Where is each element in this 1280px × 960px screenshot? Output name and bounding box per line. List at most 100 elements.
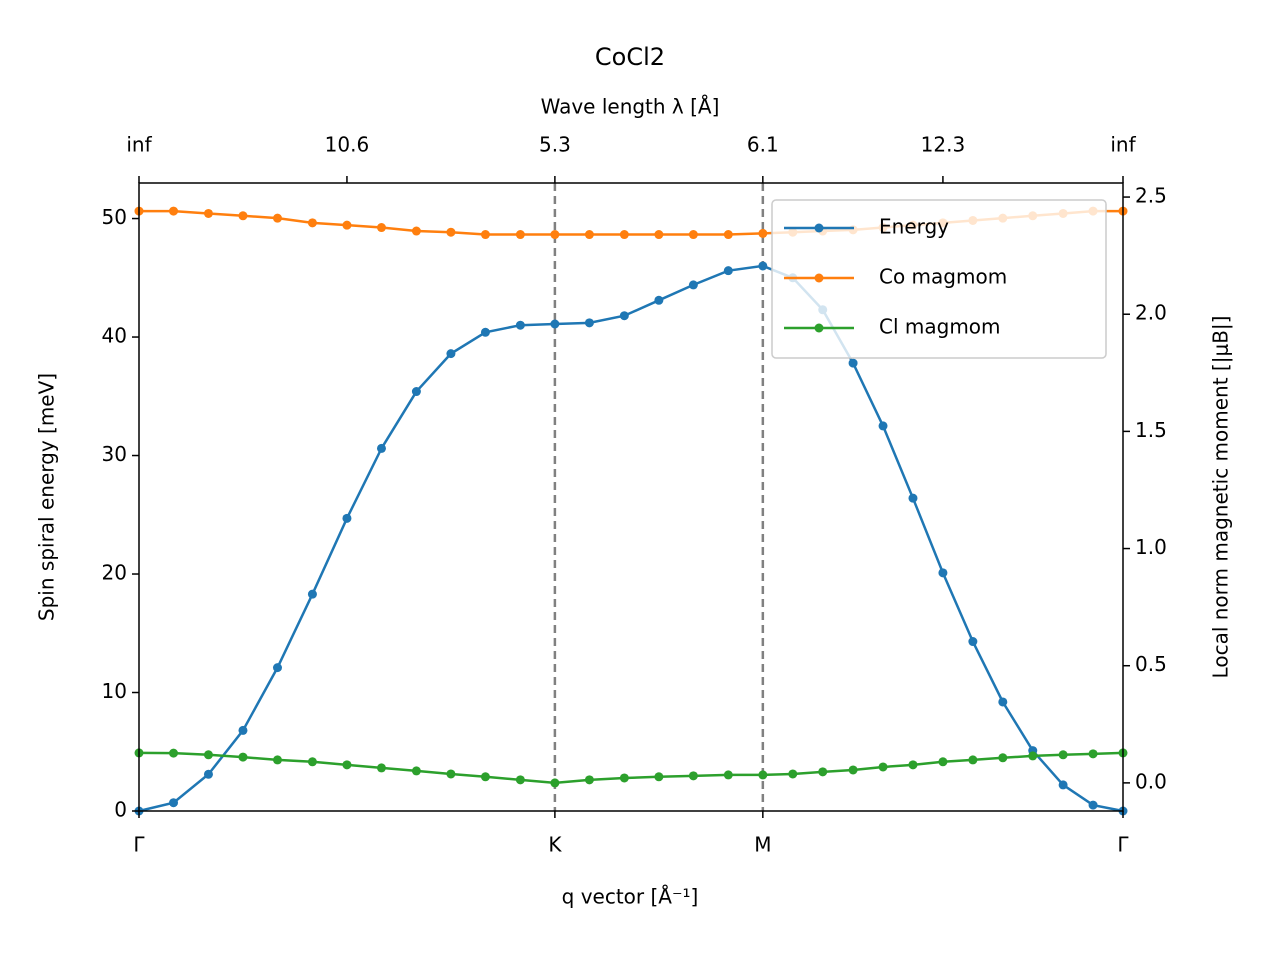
data-point bbox=[307, 218, 317, 228]
data-point bbox=[723, 770, 733, 780]
data-point bbox=[515, 230, 525, 240]
data-point bbox=[307, 589, 317, 599]
y2-tick-label: 0.5 bbox=[1135, 652, 1167, 676]
data-point bbox=[818, 767, 828, 777]
data-point bbox=[908, 760, 918, 770]
x-tick-label: M bbox=[754, 833, 771, 857]
chart-title: CoCl2 bbox=[595, 43, 665, 71]
data-point bbox=[848, 358, 858, 368]
data-point bbox=[550, 230, 560, 240]
y2-tick-label: 2.0 bbox=[1135, 301, 1167, 325]
data-point bbox=[654, 295, 664, 305]
data-point bbox=[238, 725, 248, 735]
legend-marker bbox=[814, 223, 824, 233]
data-point bbox=[584, 230, 594, 240]
x-tick-label: Γ bbox=[1117, 833, 1129, 857]
data-point bbox=[411, 766, 421, 776]
data-point bbox=[515, 775, 525, 785]
legend-marker bbox=[814, 273, 824, 283]
y-tick-label: 0 bbox=[114, 798, 127, 822]
data-point bbox=[446, 349, 456, 359]
legend-box bbox=[771, 199, 1107, 359]
y2-tick-label: 0.0 bbox=[1135, 769, 1167, 793]
x-tick-label: K bbox=[548, 833, 562, 857]
data-point bbox=[272, 663, 282, 673]
data-point bbox=[376, 763, 386, 773]
data-point bbox=[203, 208, 213, 218]
data-point bbox=[723, 230, 733, 240]
x-axis-label: q vector [Å⁻¹] bbox=[562, 885, 699, 909]
data-point bbox=[550, 319, 560, 329]
data-point bbox=[758, 228, 768, 238]
data-point bbox=[998, 753, 1008, 763]
data-point bbox=[446, 769, 456, 779]
data-point bbox=[688, 771, 698, 781]
data-point bbox=[688, 230, 698, 240]
y2-tick-label: 1.0 bbox=[1135, 535, 1167, 559]
y-tick-label: 40 bbox=[102, 324, 127, 348]
y-tick-label: 20 bbox=[102, 561, 127, 585]
plot-area bbox=[134, 206, 1128, 816]
data-point bbox=[169, 798, 179, 808]
axes-frame bbox=[138, 182, 1124, 812]
data-point bbox=[998, 697, 1008, 707]
y-axis-label: Spin spiral energy [meV] bbox=[35, 373, 59, 621]
data-point bbox=[307, 757, 317, 767]
x2-tick-label: 10.6 bbox=[325, 133, 370, 157]
data-point bbox=[515, 320, 525, 330]
data-point bbox=[723, 266, 733, 276]
x2-axis-label: Wave length λ [Å] bbox=[541, 95, 720, 119]
data-point bbox=[480, 327, 490, 337]
data-point bbox=[758, 261, 768, 271]
x-tick-label: Γ bbox=[133, 833, 145, 857]
data-point bbox=[411, 387, 421, 397]
data-point bbox=[968, 755, 978, 765]
legend-label: Energy bbox=[879, 215, 949, 239]
data-point bbox=[480, 772, 490, 782]
data-point bbox=[203, 750, 213, 760]
data-point bbox=[272, 755, 282, 765]
x2-tick-label: inf bbox=[126, 133, 152, 157]
data-point bbox=[446, 227, 456, 237]
legend-label: Cl magmom bbox=[879, 315, 1001, 339]
data-point bbox=[342, 760, 352, 770]
data-point bbox=[376, 223, 386, 233]
data-point bbox=[1088, 800, 1098, 810]
data-point bbox=[376, 443, 386, 453]
data-point bbox=[1028, 751, 1038, 761]
data-point bbox=[938, 757, 948, 767]
data-point bbox=[480, 230, 490, 240]
data-point bbox=[584, 318, 594, 328]
data-point bbox=[238, 752, 248, 762]
data-point bbox=[788, 769, 798, 779]
data-point bbox=[411, 226, 421, 236]
data-point bbox=[848, 765, 858, 775]
data-point bbox=[1058, 750, 1068, 760]
y2-tick-label: 2.5 bbox=[1135, 184, 1167, 208]
data-point bbox=[342, 220, 352, 230]
data-point bbox=[619, 311, 629, 321]
x2-tick-label: inf bbox=[1110, 133, 1136, 157]
data-point bbox=[654, 772, 664, 782]
x2-tick-label: 12.3 bbox=[921, 133, 966, 157]
x2-tick-label: 6.1 bbox=[747, 133, 779, 157]
data-point bbox=[619, 230, 629, 240]
y-tick-label: 30 bbox=[102, 442, 127, 466]
legend: Energy Co magmom Cl magmom bbox=[771, 199, 1107, 359]
data-point bbox=[968, 637, 978, 647]
legend-label: Co magmom bbox=[879, 265, 1007, 289]
y2-tick-label: 1.5 bbox=[1135, 418, 1167, 442]
x2-tick-label: 5.3 bbox=[539, 133, 571, 157]
data-point bbox=[169, 206, 179, 216]
data-point bbox=[272, 213, 282, 223]
data-point bbox=[1088, 749, 1098, 759]
y2-axis-label: Local norm magnetic moment [|μB|] bbox=[1209, 316, 1233, 679]
data-point bbox=[238, 211, 248, 221]
data-point bbox=[938, 568, 948, 578]
y-tick-label: 50 bbox=[102, 205, 127, 229]
data-point bbox=[203, 769, 213, 779]
data-point bbox=[550, 778, 560, 788]
data-point bbox=[1058, 780, 1068, 790]
data-point bbox=[619, 773, 629, 783]
